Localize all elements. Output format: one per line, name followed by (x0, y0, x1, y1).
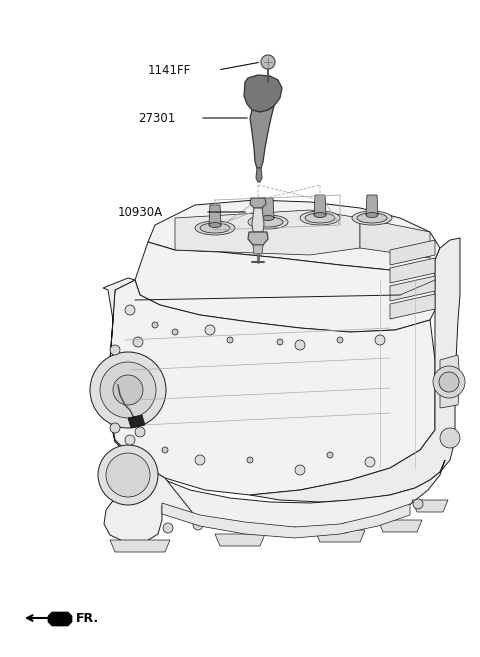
Ellipse shape (200, 223, 230, 233)
Circle shape (110, 423, 120, 433)
Circle shape (98, 445, 158, 505)
Text: FR.: FR. (76, 612, 99, 625)
Circle shape (227, 337, 233, 343)
Polygon shape (135, 242, 435, 332)
Circle shape (193, 520, 203, 530)
Polygon shape (250, 198, 266, 208)
Polygon shape (252, 208, 264, 232)
Polygon shape (175, 210, 360, 255)
Text: 10930A: 10930A (118, 206, 163, 219)
Ellipse shape (262, 215, 274, 221)
Polygon shape (130, 455, 445, 534)
Circle shape (152, 322, 158, 328)
Ellipse shape (300, 211, 340, 225)
Circle shape (125, 305, 135, 315)
Polygon shape (48, 612, 72, 626)
Polygon shape (440, 355, 460, 408)
Circle shape (375, 335, 385, 345)
Circle shape (172, 329, 178, 335)
Polygon shape (110, 280, 435, 495)
Polygon shape (248, 232, 268, 245)
Polygon shape (390, 294, 435, 319)
Polygon shape (314, 195, 326, 215)
Text: 27301: 27301 (138, 112, 175, 124)
Circle shape (290, 527, 300, 537)
Circle shape (113, 375, 143, 405)
Polygon shape (209, 205, 221, 225)
Circle shape (90, 352, 166, 428)
Circle shape (433, 366, 465, 398)
Circle shape (106, 453, 150, 497)
Circle shape (162, 447, 168, 453)
Polygon shape (412, 500, 448, 512)
Polygon shape (148, 200, 440, 270)
Circle shape (277, 339, 283, 345)
Polygon shape (215, 534, 265, 546)
Polygon shape (256, 168, 262, 182)
Circle shape (340, 523, 350, 533)
Circle shape (385, 511, 395, 521)
Polygon shape (315, 530, 365, 542)
Polygon shape (390, 276, 435, 301)
Polygon shape (250, 238, 460, 502)
Polygon shape (103, 278, 200, 542)
Circle shape (125, 435, 135, 445)
Polygon shape (244, 75, 282, 112)
Ellipse shape (314, 212, 326, 217)
Ellipse shape (305, 213, 335, 223)
Polygon shape (366, 195, 378, 215)
Text: 1141FF: 1141FF (148, 64, 191, 76)
Ellipse shape (253, 217, 283, 227)
Circle shape (100, 362, 156, 418)
Circle shape (295, 465, 305, 475)
Circle shape (440, 428, 460, 448)
Ellipse shape (209, 223, 221, 227)
Ellipse shape (195, 221, 235, 235)
Circle shape (327, 452, 333, 458)
Circle shape (337, 337, 343, 343)
Circle shape (261, 55, 275, 69)
Circle shape (365, 457, 375, 467)
Ellipse shape (352, 211, 392, 225)
Circle shape (205, 325, 215, 335)
Polygon shape (390, 240, 435, 265)
Circle shape (439, 372, 459, 392)
Ellipse shape (366, 212, 378, 217)
Polygon shape (128, 415, 145, 428)
Polygon shape (250, 106, 274, 168)
Polygon shape (390, 258, 435, 283)
Circle shape (135, 427, 145, 437)
Circle shape (110, 345, 120, 355)
Ellipse shape (248, 215, 288, 229)
Ellipse shape (357, 213, 387, 223)
Circle shape (133, 337, 143, 347)
Circle shape (247, 457, 253, 463)
Polygon shape (162, 503, 410, 538)
Polygon shape (110, 540, 170, 552)
Polygon shape (253, 245, 263, 254)
Circle shape (163, 523, 173, 533)
Polygon shape (360, 218, 430, 258)
Polygon shape (378, 520, 422, 532)
Polygon shape (262, 198, 274, 218)
Circle shape (295, 340, 305, 350)
Circle shape (413, 499, 423, 509)
Circle shape (195, 455, 205, 465)
